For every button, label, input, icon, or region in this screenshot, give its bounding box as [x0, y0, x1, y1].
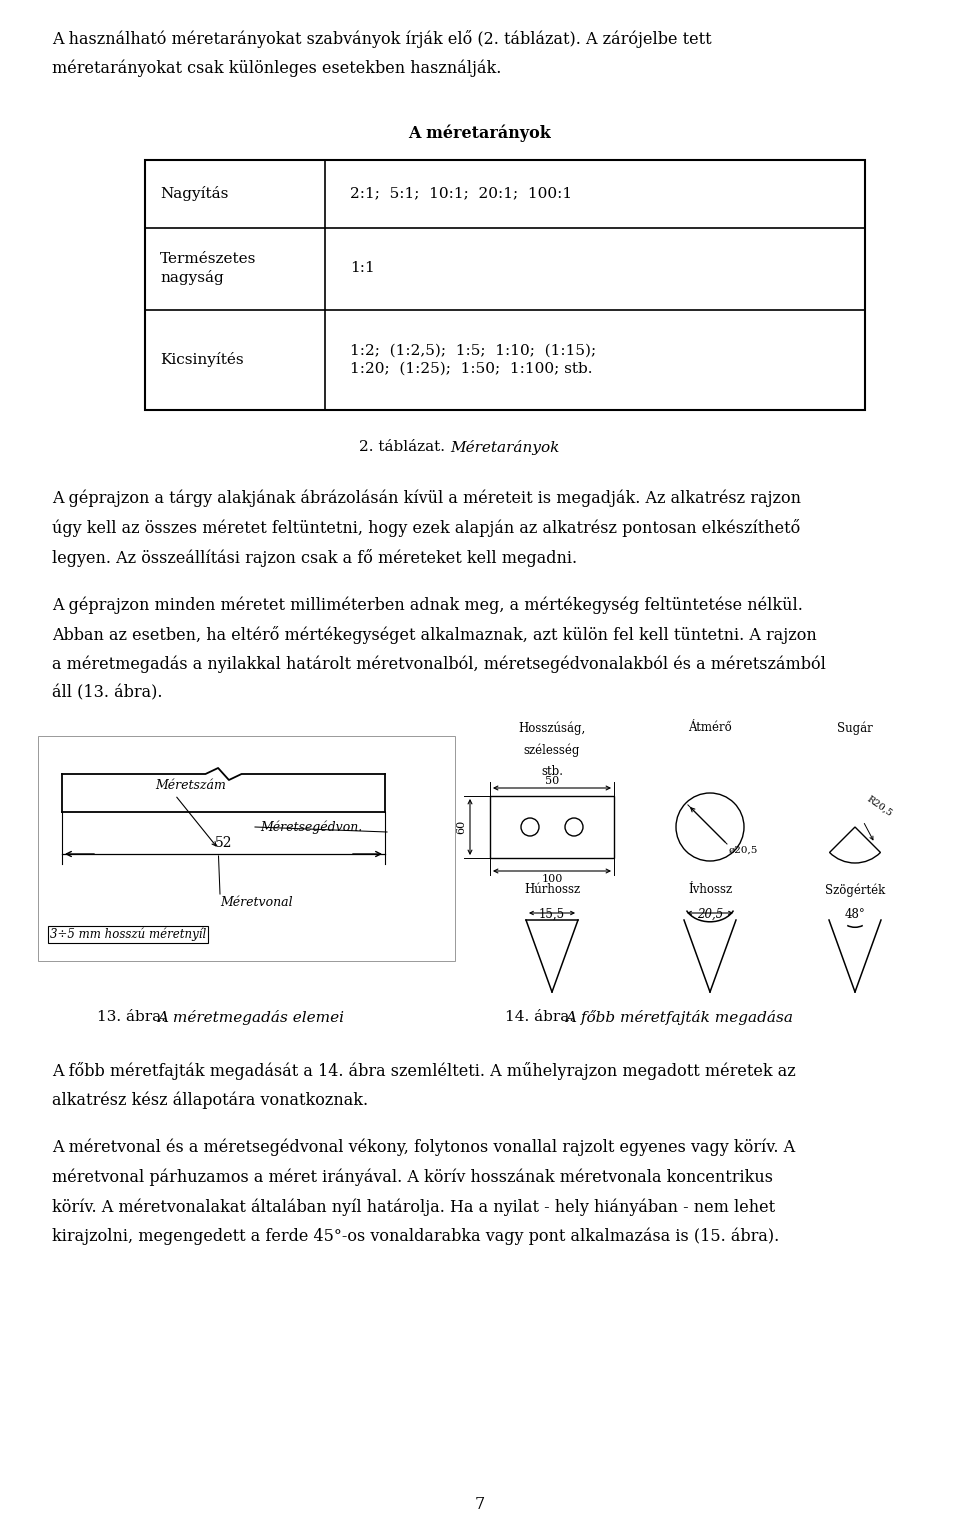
Text: úgy kell az összes méretet feltüntetni, hogy ezek alapján az alkatrész pontosan : úgy kell az összes méretet feltüntetni, …	[52, 519, 801, 537]
Text: Méretszám: Méretszám	[155, 778, 226, 792]
Text: 15,5: 15,5	[539, 909, 565, 921]
Text: körív. A méretvonalakat általában nyíl határolja. Ha a nyilat - hely hiányában -: körív. A méretvonalakat általában nyíl h…	[52, 1197, 775, 1216]
Text: áll (13. ábra).: áll (13. ábra).	[52, 685, 162, 701]
Text: legyen. Az összeállítási rajzon csak a fő méreteket kell megadni.: legyen. Az összeállítási rajzon csak a f…	[52, 548, 577, 566]
Text: 1:1: 1:1	[350, 261, 374, 275]
Text: méretvonal párhuzamos a méret irányával. A körív hosszának méretvonala koncentri: méretvonal párhuzamos a méret irányával.…	[52, 1168, 773, 1187]
Text: szélesség: szélesség	[524, 743, 580, 757]
Text: Nagyítás: Nagyítás	[160, 186, 228, 201]
Text: 2. táblázat.: 2. táblázat.	[359, 439, 450, 453]
Bar	[145, 160, 865, 410]
Text: Abban az esetben, ha eltérő mértékegységet alkalmaznak, azt külön fel kell tünte: Abban az esetben, ha eltérő mértékegység…	[52, 625, 817, 643]
Text: kirajzolni, megengedett a ferde 45°-os vonaldarabka vagy pont alkalmazása is (15: kirajzolni, megengedett a ferde 45°-os v…	[52, 1228, 780, 1245]
Text: 50: 50	[545, 775, 559, 786]
Text: Méretarányok: Méretarányok	[450, 439, 560, 454]
Text: A géprajzon a tárgy alakjának ábrázolásán kívül a méreteit is megadják. Az alkat: A géprajzon a tárgy alakjának ábrázolásá…	[52, 490, 801, 507]
Text: a méretmegadás a nyilakkal határolt méretvonalból, méretsegédvonalakból és a mér: a méretmegadás a nyilakkal határolt mére…	[52, 655, 826, 672]
Text: 3÷5 mm hosszú méretnyíl: 3÷5 mm hosszú méretnyíl	[50, 927, 206, 941]
Text: 48°: 48°	[845, 909, 865, 921]
Text: A méretmegadás elemei: A méretmegadás elemei	[157, 1010, 344, 1025]
Text: Szögérték: Szögérték	[825, 883, 885, 896]
Text: 13. ábra.: 13. ábra.	[97, 1010, 171, 1024]
Text: A méretvonal és a méretsegédvonal vékony, folytonos vonallal rajzolt egyenes vag: A méretvonal és a méretsegédvonal vékony…	[52, 1139, 795, 1156]
Text: A géprajzon minden méretet milliméterben adnak meg, a mértékegység feltüntetése : A géprajzon minden méretet milliméterben…	[52, 596, 803, 614]
Text: Sugár: Sugár	[837, 721, 873, 735]
Text: Hosszúság,: Hosszúság,	[518, 721, 586, 735]
Wedge shape	[829, 827, 880, 863]
Text: A használható méretarányokat szabványok írják elő (2. táblázat). A zárójelbe tet: A használható méretarányokat szabványok …	[52, 31, 711, 48]
Text: 100: 100	[541, 873, 563, 884]
Text: R20,5: R20,5	[865, 794, 894, 818]
Text: 20,5: 20,5	[697, 909, 723, 921]
Text: méretarányokat csak különleges esetekben használják.: méretarányokat csak különleges esetekben…	[52, 60, 501, 77]
Text: Természetes
nagyság: Természetes nagyság	[160, 252, 256, 286]
Text: Méretvonal: Méretvonal	[220, 896, 293, 909]
Text: Átmérő: Átmérő	[688, 721, 732, 734]
Text: Kicsinyítés: Kicsinyítés	[160, 352, 244, 367]
Text: A méretarányok: A méretarányok	[409, 124, 551, 143]
Text: A főbb méretfajták megadását a 14. ábra szemlélteti. A műhelyrajzon megadott mér: A főbb méretfajták megadását a 14. ábra …	[52, 1062, 796, 1081]
Text: 1:2;  (1:2,5);  1:5;  1:10;  (1:15);
1:20;  (1:25);  1:50;  1:100; stb.: 1:2; (1:2,5); 1:5; 1:10; (1:15); 1:20; (…	[350, 344, 596, 376]
Text: 52: 52	[215, 837, 232, 850]
Bar	[38, 735, 455, 961]
Text: 60: 60	[456, 820, 466, 834]
Text: 2:1;  5:1;  10:1;  20:1;  100:1: 2:1; 5:1; 10:1; 20:1; 100:1	[350, 186, 572, 201]
Text: Méretsegédvon.: Méretsegédvon.	[260, 820, 362, 834]
Text: Húrhossz: Húrhossz	[524, 883, 580, 896]
Text: 7: 7	[475, 1497, 485, 1514]
Bar	[490, 797, 614, 858]
Text: stb.: stb.	[541, 764, 563, 778]
Text: 14. ábra.: 14. ábra.	[505, 1010, 579, 1024]
Text: Ívhossz: Ívhossz	[688, 883, 732, 896]
Text: ø20,5: ø20,5	[729, 846, 758, 855]
Text: alkatrész kész állapotára vonatkoznak.: alkatrész kész állapotára vonatkoznak.	[52, 1091, 368, 1108]
Text: A főbb méretfajták megadása: A főbb méretfajták megadása	[565, 1010, 793, 1025]
